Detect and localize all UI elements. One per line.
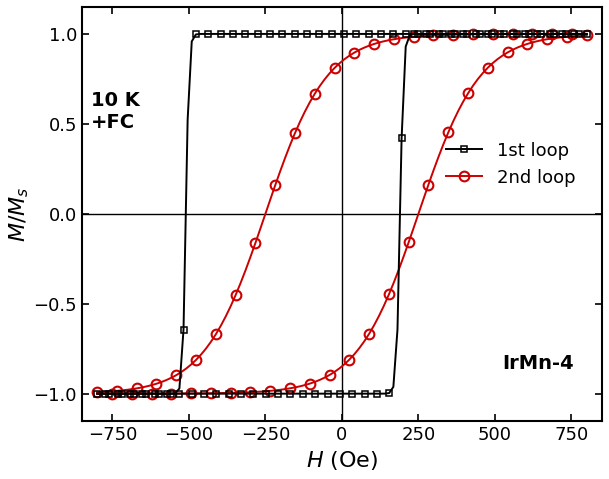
- 1st loop: [484, 31, 491, 37]
- 1st loop: [196, 31, 203, 37]
- 1st loop: [225, 31, 233, 37]
- 2nd loop: [346, 53, 353, 58]
- Text: 10 K
+FC: 10 K +FC: [91, 91, 139, 133]
- 2nd loop: [93, 389, 100, 395]
- 1st loop: [583, 31, 590, 37]
- 1st loop: [242, 31, 249, 37]
- 1st loop: [435, 31, 442, 37]
- 2nd loop: [544, 31, 551, 37]
- X-axis label: $H$ (Oe): $H$ (Oe): [306, 449, 378, 472]
- Legend: 1st loop, 2nd loop: 1st loop, 2nd loop: [439, 135, 583, 194]
- 2nd loop: [207, 339, 214, 345]
- 1st loop: [571, 31, 578, 37]
- 1st loop: [93, 391, 100, 397]
- Line: 2nd loop: 2nd loop: [92, 29, 591, 397]
- 2nd loop: [558, 31, 566, 37]
- Text: IrMn-4: IrMn-4: [502, 354, 574, 373]
- Y-axis label: $M/M_s$: $M/M_s$: [7, 186, 30, 241]
- 2nd loop: [188, 362, 195, 367]
- 2nd loop: [385, 37, 393, 43]
- Line: 1st loop: 1st loop: [94, 31, 590, 397]
- 2nd loop: [583, 31, 590, 37]
- 1st loop: [369, 31, 376, 37]
